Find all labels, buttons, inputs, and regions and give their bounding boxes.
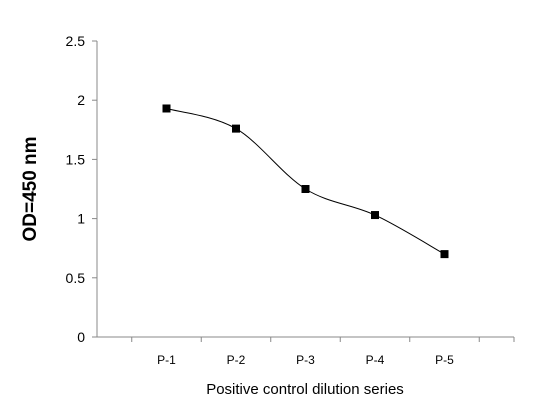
data-point-p-1	[162, 104, 171, 113]
x-tick-label: P-4	[366, 353, 385, 367]
series-line	[166, 108, 445, 255]
x-axis-title: Positive control dilution series	[206, 381, 404, 398]
data-point-p-4	[371, 211, 379, 220]
data-point-p-5	[440, 250, 449, 259]
data-point-p-2	[232, 124, 240, 133]
x-tick-label: P-2	[227, 353, 246, 367]
data-point-p-3	[301, 185, 310, 193]
y-tick-label: 2	[77, 92, 85, 108]
x-tick-label: P-1	[157, 353, 176, 367]
x-tick-label: P-5	[435, 353, 454, 367]
x-axis-ticks: P-1 P-2 P-3 P-4 P-5	[131, 337, 515, 367]
y-axis-title: OD=450 nm	[20, 136, 41, 241]
series-markers	[162, 104, 449, 259]
y-tick-label: 0	[77, 329, 85, 345]
x-tick-label: P-3	[296, 353, 315, 367]
y-tick-label: 1.5	[66, 151, 86, 167]
y-tick-label: 2.5	[66, 33, 86, 49]
y-axis-ticks: 0 0.5 1 1.5 2 2.5	[66, 33, 97, 345]
y-tick-label: 0.5	[66, 270, 86, 286]
y-tick-label: 1	[77, 211, 85, 227]
